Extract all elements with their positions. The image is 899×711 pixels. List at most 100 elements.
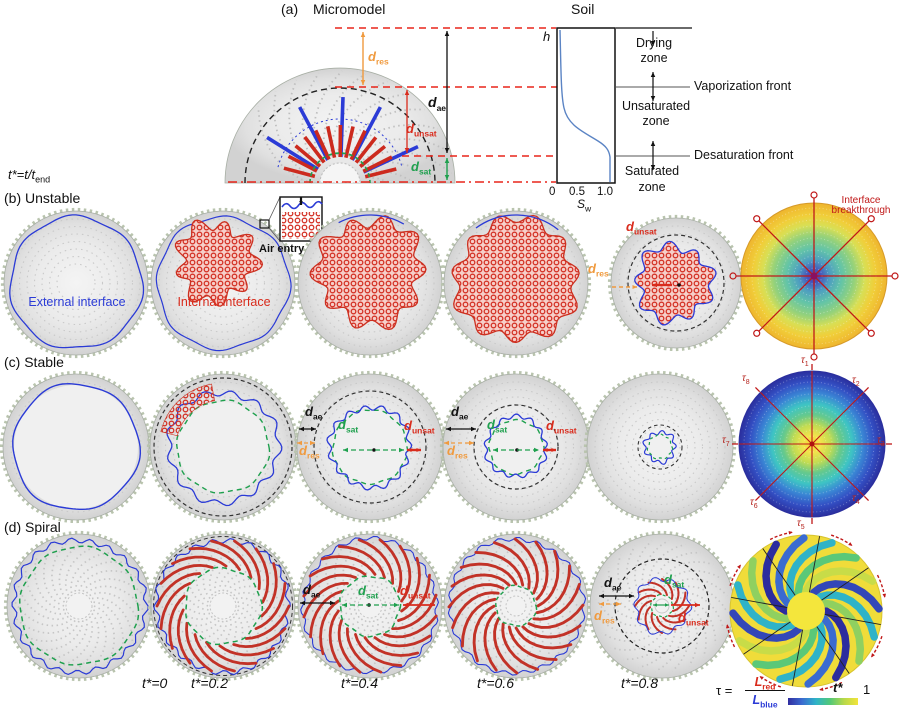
d-sym: d [338,417,346,432]
h-axis-label: h [543,29,551,44]
tau-sub: 7 [725,441,730,448]
tau-6-label: τ6 [750,497,758,511]
d-res-label-c3: dres [299,444,320,460]
tstar-colorbar [788,698,858,705]
zone-drying-line2: zone [640,51,668,65]
d-sub: res [306,450,320,461]
time-label-4: t*=0.8 [621,675,658,691]
d-ae-label-d5: dae [604,576,621,592]
d-sym: d [400,583,408,598]
tau-sub: 1 [804,361,809,368]
d-sym: d [303,582,311,597]
d-sym: d [368,49,376,64]
d-sym: d [487,417,495,432]
tau-sub: 2 [855,381,860,388]
d-sat-label-d5: dsat [664,573,684,589]
panel-a-title-micromodel: Micromodel [313,1,386,17]
sw-sub: w [585,203,592,214]
tau-sym: τ [852,493,856,504]
d-sub: sat [345,424,359,435]
d-unsat-label-c4: dunsat [546,419,577,435]
tau-sym: τ [742,373,746,384]
tau-8-label: τ8 [742,373,750,387]
d-unsat-label-d3: dunsat [400,584,431,600]
d-sub: sat [671,579,685,590]
tau-sub: 4 [855,499,860,506]
tau-sub: 3 [880,441,885,448]
d-sub: sat [365,590,379,601]
tau-1-label: τ1 [801,355,809,369]
d-sym: d [411,159,419,174]
d-sym: d [305,404,313,419]
tau-sym: τ [722,435,726,446]
d-sat-label-a: dsat [411,160,431,176]
t-def-sub: end [35,174,51,185]
d-sub: ae [310,589,321,600]
tau-eq-numerator: Lred [755,676,776,691]
d-sym: d [299,443,307,458]
d-sym: d [546,418,554,433]
zone-saturated-line2: zone [638,180,666,194]
desaturation-front-label: Desaturation front [694,148,794,162]
d-sym: d [626,219,634,234]
zone-unsaturated-line2: zone [642,114,670,128]
d-sym: d [451,404,459,419]
d-sym: d [588,261,596,276]
d-sub: res [601,615,615,626]
d-sym: d [664,572,672,587]
time-label-2: t*=0.4 [341,675,378,691]
time-label-3: t*=0.6 [477,675,514,691]
d-sub: unsat [411,425,435,436]
d-unsat-label-c3: dunsat [404,419,435,435]
zone-saturated-line1: Saturated [624,164,680,178]
tau-5-label: τ5 [797,518,805,532]
breakthrough-label-line1: Interface [841,195,881,206]
d-sym: d [604,575,612,590]
d-res-label-d5: dres [594,609,615,625]
d-sub: unsat [407,590,431,601]
t-def-main: t*=t/t [8,167,36,182]
tick-0-5: 0.5 [569,186,585,198]
d-sub: ae [312,411,323,422]
d-unsat-label-a: dunsat [406,122,437,138]
d-res-label-b5: dres [588,262,609,278]
tau-sym: τ [750,497,754,508]
d-sat-label-c4: dsat [487,418,507,434]
d-sub: ae [436,102,447,113]
L-sub: red [762,681,776,692]
d-sat-label-c3: dsat [338,418,358,434]
tau-sym: τ [797,518,801,529]
tau-sym: τ [801,355,805,366]
d-ae-label-c3: dae [305,405,322,421]
tau-sym: τ [877,435,881,446]
L-sym: L [754,675,763,689]
tau-eq-denominator: Lblue [752,694,777,709]
sw-axis-label: Sw [577,198,591,213]
air-entry-label: Air entry [259,243,305,255]
d-ae-label-c4: dae [451,405,468,421]
d-sym: d [404,418,412,433]
d-unsat-label-d5: dunsat [678,611,709,627]
time-label-1: t*=0.2 [191,675,228,691]
d-sub: ae [611,582,622,593]
t-star-definition: t*=t/tend [8,168,50,185]
d-sub: res [454,450,468,461]
sw-main: S [577,197,586,211]
breakthrough-label-line2: breakthrough [831,205,891,216]
d-sym: d [358,583,366,598]
tau-3-label: τ3 [877,435,885,449]
fraction-bar [745,690,785,691]
external-interface-label: External interface [28,295,126,309]
tau-sub: 5 [800,524,805,531]
d-sub: sat [494,424,508,435]
internal-interface-label: Internal interface [177,295,271,309]
tau-4-label: τ4 [852,493,860,507]
d-unsat-label-b5: dunsat [626,220,657,236]
tau-7-label: τ7 [722,435,730,449]
d-sub: ae [458,411,469,422]
d-sym: d [406,121,414,136]
zone-drying-line1: Drying [635,36,673,50]
tick-0: 0 [549,186,556,198]
zone-unsaturated-line1: Unsaturated [621,99,691,113]
